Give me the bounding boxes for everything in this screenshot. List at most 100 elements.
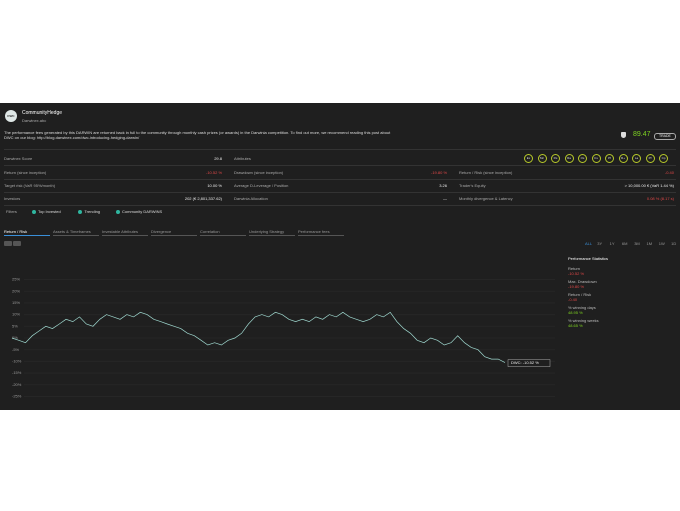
attribute-badge[interactable]: La (632, 154, 641, 163)
description: The performance fees generated by this D… (4, 130, 391, 140)
chart: DWC 25% 20% 15% 10% 5% 0% -5% -10% -15% -20% -25% D… (4, 110, 551, 399)
shield-icon (621, 132, 626, 138)
y-tick-label: 15% (12, 300, 20, 305)
tab[interactable]: Return / Risk (4, 229, 50, 236)
tab[interactable]: Performance fees (298, 229, 344, 236)
tab[interactable]: Correlation (200, 229, 246, 236)
attribute-badge[interactable]: Pf (645, 154, 655, 163)
attribute-badge[interactable]: Mc (537, 154, 547, 163)
stat-value: 202 (€ 2,801,337.62) (184, 196, 222, 201)
stat-value: 10.00 % (207, 183, 222, 188)
tab[interactable]: Assets & Timeframes (53, 229, 99, 236)
attribute-badge[interactable]: Pf (605, 154, 614, 163)
attribute-badge[interactable]: Ra (564, 154, 574, 163)
range-button[interactable]: ALL (585, 241, 593, 246)
row-separator (4, 149, 676, 150)
darwin-subtitle: Darwinex.abc (22, 118, 47, 123)
stat-label: Darwinia Allocation (234, 196, 268, 201)
stat-value: 0.08 % (8.17 s) (646, 196, 674, 201)
stat-label: Attributes (234, 156, 251, 161)
filter-dot (78, 209, 83, 214)
y-tick-label: 25% (12, 277, 20, 282)
performance-value: -0.40 (568, 297, 578, 302)
filter-chip[interactable]: Trending (78, 209, 100, 214)
y-tick-label: -10% (12, 358, 22, 363)
attribute-badge[interactable]: Cp (659, 154, 668, 163)
stat-value: 3.26 (439, 183, 447, 188)
stat-label: Investors (4, 196, 21, 201)
filter-text: Community DARWINS (122, 209, 163, 214)
y-tick-label: -25% (12, 394, 22, 399)
logo-text: DWC (7, 114, 15, 118)
tab[interactable]: Divergence (151, 229, 197, 236)
line-series (11, 311, 506, 363)
attribute-badge[interactable]: Ex (524, 154, 533, 163)
stat-value: -0.40 (664, 170, 674, 175)
performance-title: Performance Statistics (568, 256, 609, 261)
filter-text: Trending (84, 209, 101, 214)
y-tick-label: -20% (12, 382, 22, 387)
y-tick-label: 5% (12, 323, 18, 328)
score: 89.47 (633, 131, 651, 138)
stat-value: -19.80 % (430, 170, 447, 175)
trade-button[interactable]: TRADE (654, 133, 676, 140)
row-separator (4, 165, 676, 166)
performance-value: -19.80 % (568, 284, 585, 289)
logo (5, 110, 17, 122)
attribute-badge[interactable]: Rs (551, 154, 560, 163)
tooltip-box (507, 359, 551, 367)
attribute-badge[interactable]: Cs (591, 154, 601, 163)
stat-label: Darwinex Score (4, 156, 33, 161)
stat-label: Return (since inception) (4, 170, 47, 175)
y-tick-label: -15% (12, 370, 22, 375)
range-button[interactable]: 3M (634, 241, 640, 246)
range-button[interactable]: 6M (621, 241, 628, 246)
darwin-name: CommunityHedge (22, 110, 63, 116)
stat-label: Monthly divergence & Latency (459, 196, 513, 201)
performance-label: Return / Risk (568, 292, 592, 297)
stat-value: — (443, 196, 447, 201)
performance-label: Return (568, 266, 581, 271)
y-tick-label: 0% (12, 335, 18, 340)
tool-button[interactable] (13, 241, 21, 246)
row-separator (4, 192, 676, 193)
range-button[interactable]: 1W (658, 241, 665, 246)
stat-label: Target risk (VaR 95%/month) (4, 183, 56, 188)
darwin-panel: DWC 25% 20% 15% 10% 5% 0% -5% -10% -15% -20% -25% D… (0, 103, 680, 410)
attribute-badge[interactable]: R+ (618, 154, 628, 163)
y-tick-label: -5% (12, 347, 20, 352)
tab[interactable]: Underlying Strategy (249, 229, 295, 236)
filter-chip[interactable]: Community DARWINS (116, 209, 162, 214)
performance-label: % winning days (568, 305, 596, 310)
tab[interactable]: Investable Attributes (102, 229, 148, 236)
filter-dot (32, 209, 36, 214)
stat-label: Trader's Equity (459, 183, 486, 188)
filter-text: Top Invested (38, 209, 61, 214)
performance-label: Max. Drawdown (568, 279, 597, 284)
tool-button[interactable] (4, 241, 12, 246)
filter-dot (116, 209, 120, 214)
performance-label: % winning weeks (568, 318, 599, 323)
range-button[interactable]: 1Y (609, 241, 615, 246)
filter-chip[interactable]: Top Invested (32, 209, 61, 214)
filters-label: Filters (6, 209, 17, 214)
stat-label: Average D-Leverage / Position (234, 183, 289, 188)
performance-value: 48.95 % (568, 310, 583, 315)
attribute-badge[interactable]: Os (578, 154, 587, 163)
range-button[interactable]: 3Y (597, 241, 603, 246)
row-separator (4, 205, 676, 206)
stat-value: -10.52 % (205, 170, 222, 175)
range-button[interactable]: 1M (646, 241, 653, 246)
y-tick-label: 10% (12, 312, 20, 317)
performance-value: 48.65 % (568, 323, 583, 328)
range-button[interactable]: 1D (671, 241, 677, 246)
stat-label: Drawdown (since inception) (234, 170, 284, 175)
y-tick-label: 20% (12, 288, 20, 293)
performance-value: -10.52 % (568, 271, 585, 276)
tooltip-text: DWC: -10.52 % (511, 360, 539, 365)
stat-value: 29.8 (214, 156, 222, 161)
stat-label: Return / Risk (since inception) (459, 170, 513, 175)
stat-value: > 10,000.00 € (VaR 1.44 %) (624, 183, 674, 188)
row-separator (4, 179, 676, 180)
